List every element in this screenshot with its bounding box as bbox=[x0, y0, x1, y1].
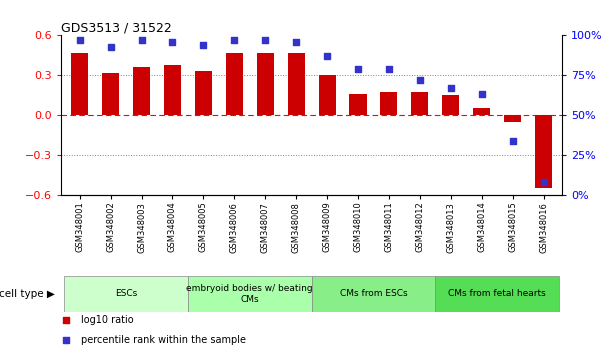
Text: log10 ratio: log10 ratio bbox=[81, 315, 134, 325]
Bar bbox=[71, 53, 88, 115]
Point bbox=[477, 92, 486, 97]
Bar bbox=[381, 92, 397, 115]
Text: cell type ▶: cell type ▶ bbox=[0, 289, 55, 299]
Point bbox=[199, 42, 208, 48]
Bar bbox=[288, 53, 305, 115]
Bar bbox=[349, 94, 367, 115]
Bar bbox=[257, 53, 274, 115]
Point bbox=[291, 39, 301, 45]
Bar bbox=[226, 53, 243, 115]
Bar bbox=[312, 276, 435, 312]
Bar bbox=[411, 92, 428, 115]
Point bbox=[415, 77, 425, 83]
Point bbox=[384, 66, 394, 72]
Point bbox=[353, 66, 363, 72]
Text: percentile rank within the sample: percentile rank within the sample bbox=[81, 335, 246, 345]
Point bbox=[446, 85, 456, 91]
Bar bbox=[504, 115, 521, 122]
Bar bbox=[188, 276, 312, 312]
Bar bbox=[318, 75, 335, 115]
Bar bbox=[102, 73, 119, 115]
Bar bbox=[195, 71, 212, 115]
Text: embryoid bodies w/ beating
CMs: embryoid bodies w/ beating CMs bbox=[186, 284, 313, 303]
Point bbox=[260, 37, 270, 43]
Text: CMs from fetal hearts: CMs from fetal hearts bbox=[448, 289, 546, 298]
Text: GDS3513 / 31522: GDS3513 / 31522 bbox=[61, 21, 172, 34]
Bar bbox=[442, 95, 459, 115]
Point bbox=[61, 337, 71, 343]
Point bbox=[229, 37, 239, 43]
Text: CMs from ESCs: CMs from ESCs bbox=[340, 289, 408, 298]
Bar bbox=[133, 67, 150, 115]
Point bbox=[539, 179, 549, 185]
Point bbox=[75, 37, 84, 43]
Point bbox=[137, 37, 147, 43]
Bar bbox=[535, 115, 552, 188]
Text: ESCs: ESCs bbox=[115, 289, 137, 298]
Bar bbox=[64, 276, 188, 312]
Point bbox=[322, 53, 332, 59]
Point bbox=[61, 318, 71, 323]
Point bbox=[508, 138, 518, 143]
Bar bbox=[435, 276, 559, 312]
Point bbox=[167, 39, 177, 45]
Bar bbox=[164, 64, 181, 115]
Bar bbox=[473, 108, 490, 115]
Point bbox=[106, 44, 115, 49]
